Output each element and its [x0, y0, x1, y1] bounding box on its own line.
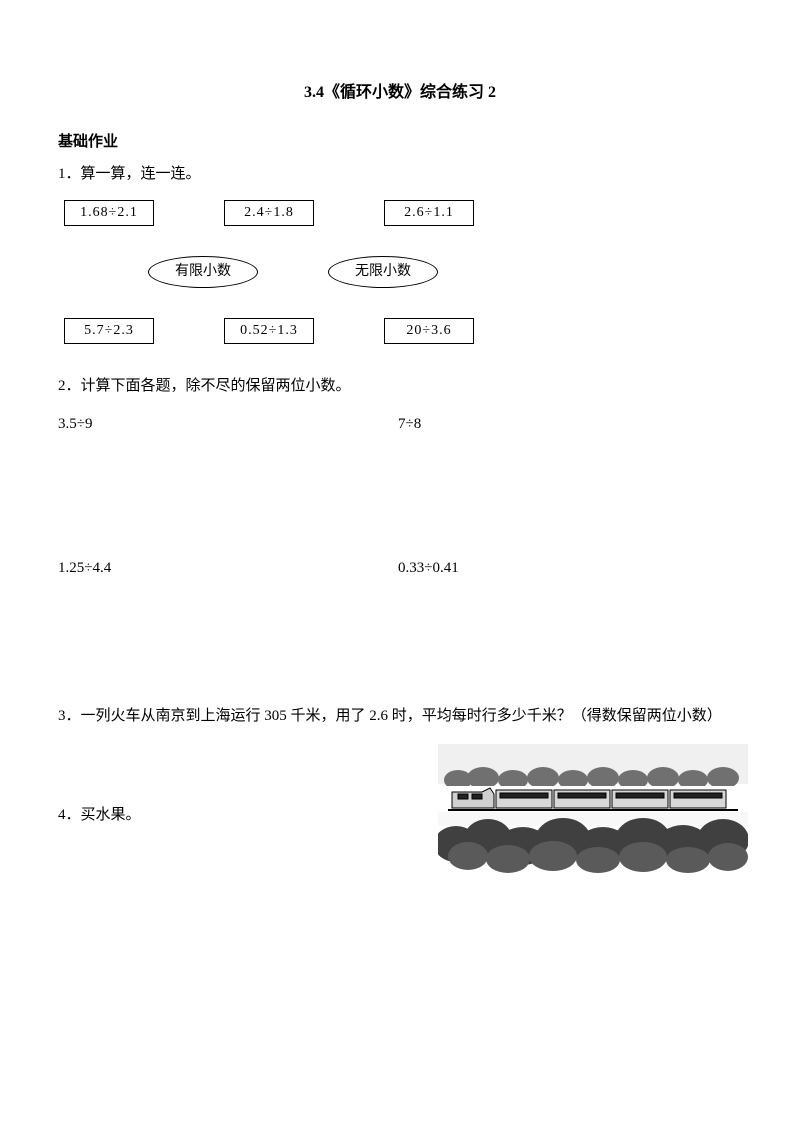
train-illustration [438, 744, 748, 874]
q1-top-row: 1.68÷2.1 2.4÷1.8 2.6÷1.1 [58, 200, 742, 226]
expression-box: 20÷3.6 [384, 318, 474, 344]
q2-prompt: 2．计算下面各题，除不尽的保留两位小数。 [58, 374, 742, 398]
section-heading: 基础作业 [58, 130, 742, 154]
expression-box: 0.52÷1.3 [224, 318, 314, 344]
q2-row2: 1.25÷4.4 0.33÷0.41 [58, 556, 742, 580]
q1-bottom-row: 5.7÷2.3 0.52÷1.3 20÷3.6 [58, 318, 742, 344]
expression-box: 5.7÷2.3 [64, 318, 154, 344]
page-title: 3.4《循环小数》综合练习 2 [58, 80, 742, 106]
q3-prompt: 3．一列火车从南京到上海运行 305 千米，用了 2.6 时，平均每时行多少千米… [58, 700, 742, 733]
category-oval-finite: 有限小数 [148, 256, 258, 288]
q2-expr: 3.5÷9 [58, 412, 398, 436]
expression-box: 1.68÷2.1 [64, 200, 154, 226]
q2-expr: 1.25÷4.4 [58, 556, 398, 580]
category-oval-infinite: 无限小数 [328, 256, 438, 288]
q2-row1: 3.5÷9 7÷8 [58, 412, 742, 436]
q1-prompt: 1．算一算，连一连。 [58, 162, 742, 186]
expression-box: 2.4÷1.8 [224, 200, 314, 226]
expression-box: 2.6÷1.1 [384, 200, 474, 226]
q3-block: 3．一列火车从南京到上海运行 305 千米，用了 2.6 时，平均每时行多少千米… [58, 700, 742, 733]
q2-expr: 0.33÷0.41 [398, 556, 742, 580]
q1-ovals: 有限小数 无限小数 [58, 256, 742, 288]
q2-expr: 7÷8 [398, 412, 742, 436]
